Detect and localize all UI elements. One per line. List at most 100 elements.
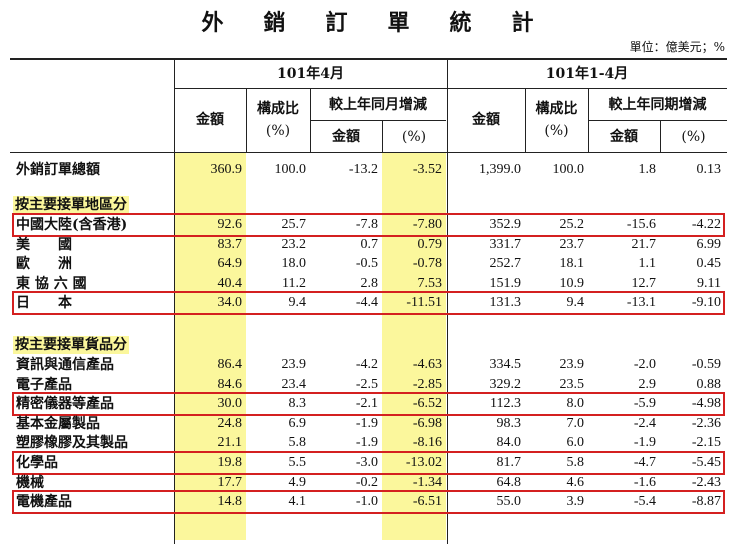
section-title: 按主要接單貨品分	[13, 336, 129, 354]
table-cell: 64.8	[496, 475, 522, 490]
table-cell: -6.98	[412, 416, 442, 431]
table-cell: 3.9	[566, 494, 585, 509]
table-cell: 23.9	[559, 357, 585, 372]
header-period1: 101年4月	[277, 66, 344, 82]
table-cell: -0.78	[412, 256, 442, 271]
table-cell: 40.4	[217, 276, 243, 291]
table-cell: 6.9	[288, 416, 307, 431]
table-cell: 34.0	[217, 295, 243, 310]
table-cell: 84.6	[217, 377, 243, 392]
table-cell: 84.0	[496, 435, 522, 450]
table-cell: 18.1	[559, 256, 585, 271]
table-cell: -2.36	[691, 416, 721, 431]
table-cell: 7.0	[566, 416, 585, 431]
table-cell: 252.7	[489, 256, 522, 271]
table-cell: 5.5	[288, 455, 307, 470]
col-line-4	[382, 120, 383, 152]
header-sub-pct-1: (%)	[401, 129, 427, 145]
row-label: 精密儀器等產品	[16, 396, 114, 412]
table-cell: -4.4	[355, 295, 378, 310]
table-cell: 8.0	[566, 396, 585, 411]
header-amount-2: 金額	[472, 112, 500, 128]
table-cell: 6.0	[566, 435, 585, 450]
table-cell: 4.6	[566, 475, 585, 490]
header-share-2a: 構成比	[535, 101, 578, 117]
section-title: 按主要接單地區分	[13, 196, 129, 214]
table-cell: -13.2	[348, 162, 378, 177]
table-cell: 92.6	[217, 217, 243, 232]
table-cell: -4.2	[355, 357, 378, 372]
table-cell: 21.1	[217, 435, 243, 450]
table-cell: -2.15	[691, 435, 721, 450]
table-cell: 98.3	[496, 416, 522, 431]
highlight-box	[12, 213, 725, 237]
table-cell: 11.2	[282, 276, 306, 291]
table-cell: 10.9	[559, 276, 585, 291]
table-cell: -5.4	[633, 494, 656, 509]
header-amount-1: 金額	[196, 112, 224, 128]
row-label: 資訊與通信產品	[16, 357, 114, 373]
table-cell: 151.9	[489, 276, 522, 291]
table-cell: 331.7	[489, 237, 522, 252]
table-cell: -6.51	[412, 494, 442, 509]
table-cell: 1,399.0	[479, 162, 521, 177]
table-cell: 23.5	[559, 377, 585, 392]
table-cell: -11.51	[406, 295, 442, 310]
table-cell: -0.59	[691, 357, 721, 372]
highlight-box	[12, 392, 725, 416]
table-cell: 2.9	[638, 377, 657, 392]
row-label: 機械	[16, 475, 44, 491]
table-cell: -2.1	[355, 396, 378, 411]
table-cell: 7.53	[417, 276, 443, 291]
header-sub-pct-2: (%)	[681, 129, 706, 145]
table-top-border	[10, 58, 727, 60]
table-cell: 329.2	[489, 377, 522, 392]
table-cell: -0.5	[355, 256, 378, 271]
header-bottom-border	[10, 152, 727, 153]
row-label: 電機產品	[16, 494, 72, 510]
table-cell: 6.99	[696, 237, 722, 252]
table-cell: 25.2	[559, 217, 585, 232]
row-label: 外銷訂單總額	[16, 162, 100, 178]
table-cell: -3.0	[355, 455, 378, 470]
table-cell: 5.8	[288, 435, 307, 450]
row-label: 歐 洲	[16, 256, 72, 272]
table-cell: -9.10	[691, 295, 721, 310]
table-cell: 0.79	[417, 237, 443, 252]
row-label: 日 本	[16, 295, 72, 311]
row-label: 化學品	[16, 455, 58, 471]
table-cell: -1.9	[355, 416, 378, 431]
table-cell: -13.02	[405, 455, 442, 470]
row-label: 中國大陸(含香港)	[16, 217, 128, 233]
col-line-1	[174, 58, 175, 544]
header-share-1b: (%)	[265, 123, 291, 139]
table-cell: -4.22	[691, 217, 721, 232]
highlight-col-pct	[382, 152, 446, 540]
table-cell: -3.52	[412, 162, 442, 177]
table-cell: 8.3	[288, 396, 307, 411]
table-cell: 55.0	[496, 494, 522, 509]
col-line-6	[525, 88, 526, 152]
table-cell: 86.4	[217, 357, 243, 372]
table-cell: 12.7	[631, 276, 657, 291]
table-cell: -7.8	[355, 217, 378, 232]
header-yoy-month: 較上年同月增減	[329, 97, 427, 113]
table-cell: 4.1	[288, 494, 307, 509]
header-period2: 101年1-4月	[545, 66, 629, 82]
table-cell: 5.8	[566, 455, 585, 470]
table-cell: 23.4	[281, 377, 307, 392]
table-cell: 334.5	[489, 357, 522, 372]
table-cell: 14.8	[217, 494, 243, 509]
row-label: 東 協 六 國	[16, 276, 87, 292]
col-line-3	[310, 88, 311, 152]
table-cell: -1.6	[633, 475, 656, 490]
table-cell: 352.9	[489, 217, 522, 232]
table-cell: 81.7	[496, 455, 522, 470]
header-yoy-period: 較上年同期增減	[608, 97, 707, 113]
table-cell: 2.8	[360, 276, 379, 291]
table-cell: 131.3	[489, 295, 522, 310]
table-cell: 0.45	[696, 256, 722, 271]
table-cell: 24.8	[217, 416, 243, 431]
table-cell: -1.9	[355, 435, 378, 450]
table-cell: -2.5	[355, 377, 378, 392]
